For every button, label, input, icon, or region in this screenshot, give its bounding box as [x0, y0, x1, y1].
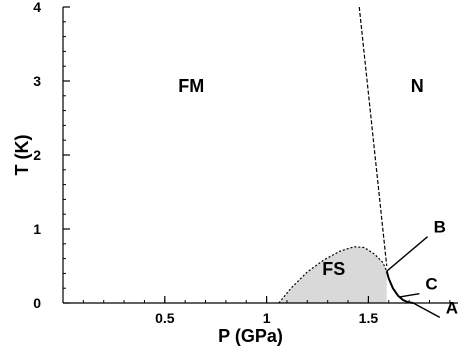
y-tick-label: 3 — [33, 73, 41, 89]
y-tick-label: 1 — [33, 221, 41, 237]
x-tick-label: 0.5 — [155, 310, 175, 326]
region-label-fm: FM — [178, 76, 204, 96]
region-label-fs: FS — [322, 259, 345, 279]
x-tick-label: 1 — [263, 310, 271, 326]
dashed-phase-boundary — [359, 7, 386, 266]
annotation-leader-b — [387, 237, 428, 271]
annotation-label-c: C — [425, 275, 437, 294]
annotation-leader-a — [413, 303, 440, 317]
annotation-leader-c — [399, 294, 419, 297]
x-axis-title: P (GPa) — [218, 326, 283, 346]
y-tick-label: 4 — [33, 0, 41, 15]
annotation-label-b: B — [434, 218, 446, 237]
region-label-n: N — [411, 76, 424, 96]
solid-phase-boundary — [387, 271, 413, 303]
x-tick-label: 1.5 — [359, 310, 379, 326]
annotation-label-a: A — [446, 298, 458, 317]
y-tick-label: 0 — [33, 295, 41, 311]
y-tick-label: 2 — [33, 147, 41, 163]
y-axis-title: T (K) — [12, 135, 32, 176]
